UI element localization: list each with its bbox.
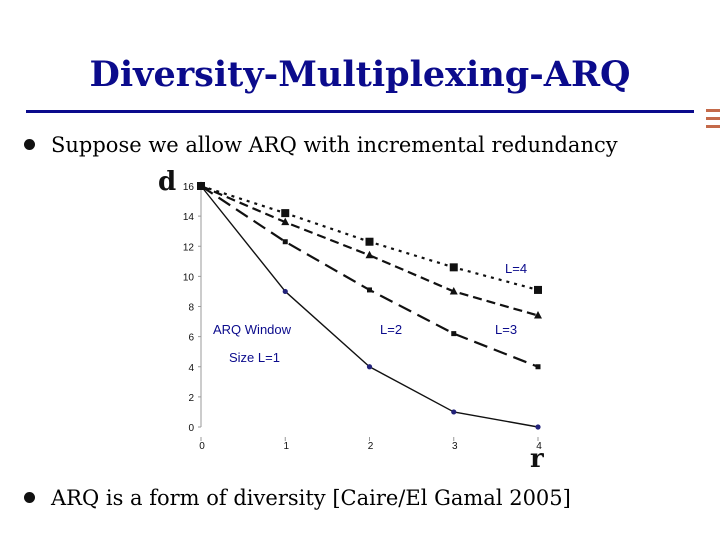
bullet-dot-icon [24, 492, 35, 503]
data-point [367, 287, 372, 293]
data-point [449, 286, 458, 295]
data-point [534, 311, 542, 319]
bullet-text: ARQ is a form of diversity [Caire/El Gam… [51, 486, 571, 510]
data-point [365, 250, 374, 259]
data-point [535, 364, 541, 370]
bullet-dot-icon [24, 139, 35, 150]
data-point [535, 424, 541, 430]
data-point [282, 288, 288, 295]
series-annotation: L=2 [380, 322, 402, 337]
data-point [534, 285, 542, 294]
series-annotation: L=4 [505, 261, 527, 276]
bullet-item: Suppose we allow ARQ with incremental re… [24, 133, 618, 157]
x-tick-label: 3 [452, 441, 458, 452]
y-tick-label: 2 [188, 393, 194, 404]
y-tick-label: 10 [183, 272, 195, 283]
data-point [366, 364, 373, 370]
decor-line [706, 125, 720, 128]
bullet-text: Suppose we allow ARQ with incremental re… [51, 133, 618, 157]
data-point [282, 239, 288, 245]
x-tick-label: 1 [283, 441, 289, 452]
series-line-1 [200, 185, 539, 428]
title-underline [26, 110, 694, 113]
y-tick-label: 6 [188, 333, 194, 344]
bullet-item: ARQ is a form of diversity [Caire/El Gam… [24, 486, 571, 510]
slide-title: Diversity-Multiplexing-ARQ [89, 54, 631, 95]
data-point [449, 263, 458, 272]
y-axis-label: d [158, 167, 176, 197]
x-tick-label: 2 [368, 441, 374, 452]
x-tick-label: 4 [536, 441, 542, 452]
series-annotation: L=3 [495, 322, 517, 337]
series-annotation: ARQ Window [213, 322, 292, 337]
y-tick-label: 0 [188, 423, 194, 434]
y-tick-label: 14 [183, 212, 195, 223]
y-tick-label: 8 [188, 303, 194, 314]
data-point [451, 409, 457, 415]
data-point [451, 331, 457, 337]
data-point [365, 237, 374, 246]
y-tick-label: 12 [183, 242, 195, 253]
data-point [281, 217, 290, 226]
decor-line [706, 109, 720, 112]
series-line-3 [200, 184, 539, 317]
series-annotation: Size L=1 [229, 350, 280, 365]
x-axis-label: r [530, 444, 544, 474]
y-tick-label: 4 [188, 363, 194, 374]
data-point [197, 182, 205, 190]
series-line-2 [200, 185, 539, 368]
data-point [281, 209, 290, 218]
decor-line [706, 117, 720, 120]
x-tick-label: 0 [199, 441, 205, 452]
y-tick-label: 16 [183, 182, 195, 193]
